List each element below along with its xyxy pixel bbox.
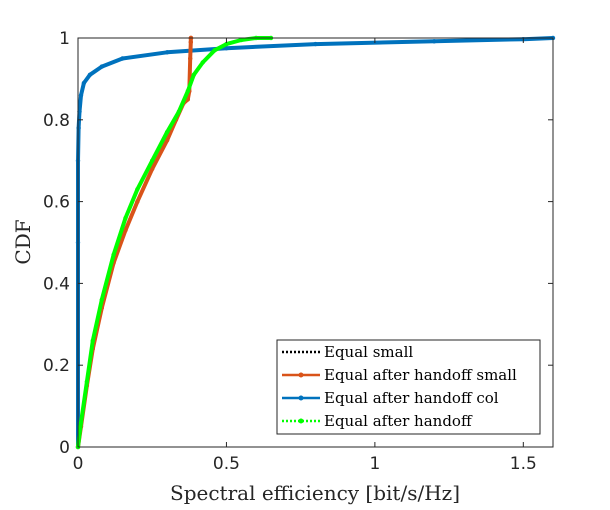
series-point-3: [224, 41, 229, 47]
series-point-1: [135, 199, 140, 204]
series-point-3: [239, 37, 244, 43]
legend-marker-3: [298, 418, 304, 424]
series-point-3: [212, 48, 217, 53]
series-point-3: [164, 129, 170, 135]
y-tick-label: 1: [59, 29, 70, 49]
y-axis-ticks: 0 0.2 0.4 0.6 0.8 1: [43, 29, 553, 458]
series-point-2: [76, 125, 81, 131]
series-point-3: [99, 297, 105, 302]
series-point-2: [81, 80, 87, 86]
legend-marker-2: [298, 395, 304, 401]
legend-box: [276, 339, 541, 435]
plot-frame: [77, 37, 554, 448]
y-tick-label: 0.4: [43, 274, 70, 294]
series-point-2: [99, 64, 105, 69]
legend-marker-1: [298, 372, 304, 378]
series-point-3: [191, 72, 196, 78]
series-point-1: [150, 166, 155, 172]
series-point-2: [78, 93, 84, 98]
series-point-3: [78, 420, 84, 425]
legend: Equal small Equal after handoff small Equa…: [276, 339, 541, 435]
series-point-1: [164, 138, 170, 143]
series-point-3: [185, 89, 190, 94]
series-point-3: [200, 60, 205, 65]
x-tick-label: 1: [369, 454, 380, 474]
series-point-2: [87, 72, 93, 78]
x-tick-label: 0: [73, 454, 84, 474]
series-point-3: [84, 379, 90, 384]
legend-items: Equal small Equal after handoff small Equa…: [282, 343, 517, 430]
x-tick-label: 1.5: [510, 454, 537, 474]
series-point-1: [188, 56, 193, 61]
x-axis-label: Spectral efficiency [bit/s/Hz]: [170, 481, 460, 505]
y-tick-label: 0.6: [43, 193, 70, 213]
series-point-2: [224, 46, 229, 51]
x-axis-ticks: 0 0.5 1 1.5: [73, 38, 537, 474]
series-point-2: [164, 50, 170, 55]
series-point-3: [176, 109, 182, 114]
series-point-3: [150, 158, 155, 163]
series-point-3: [90, 338, 96, 343]
legend-label-2: Equal after handoff col: [324, 389, 499, 407]
legend-label-1: Equal after handoff small: [324, 366, 517, 384]
x-tick-label: 0.5: [213, 454, 240, 474]
y-axis-label: CDF: [11, 219, 35, 264]
y-tick-label: 0.8: [43, 111, 70, 131]
series-point-3: [123, 215, 128, 221]
y-tick-label: 0: [59, 438, 70, 458]
series-point-1: [123, 228, 128, 233]
legend-label-3: Equal after handoff: [324, 412, 473, 430]
series-point-1: [188, 39, 193, 45]
series-point-2: [120, 56, 125, 61]
series-point-3: [111, 252, 116, 257]
series-point-3: [135, 187, 140, 192]
series-point-2: [313, 41, 318, 47]
series-point-2: [432, 39, 437, 44]
y-tick-label: 0.2: [43, 356, 70, 376]
legend-label-0: Equal small: [324, 343, 413, 361]
